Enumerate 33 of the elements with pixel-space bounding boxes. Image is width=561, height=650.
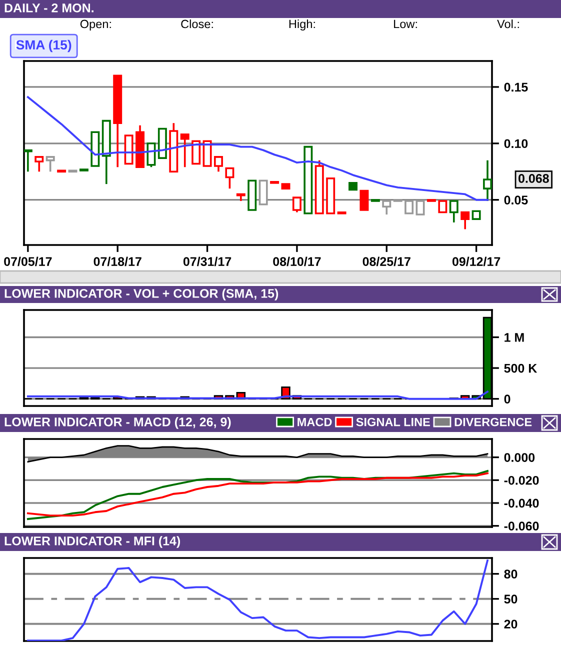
y-tick-label: -0.020 <box>504 476 539 485</box>
text: Close: <box>181 20 213 28</box>
legend-label: MACD <box>298 418 332 426</box>
y-tick-label: 500 K <box>504 364 538 373</box>
chart-title: DAILY - 2 MON. <box>4 4 94 12</box>
text: High: <box>289 20 315 31</box>
y-tick-label: 50 <box>504 594 518 604</box>
y-tick-label: 0.05 <box>504 196 528 204</box>
text: Low: <box>394 20 417 28</box>
text: Vol.: <box>497 20 519 28</box>
text: SMA (15) <box>16 40 72 52</box>
x-tick-label: 07/05/17 <box>4 256 52 266</box>
y-tick-label: -0.040 <box>504 498 539 508</box>
y-tick-label: 0.15 <box>504 82 528 92</box>
y-tick-label: 0.000 <box>504 453 535 462</box>
legend-label: DIVERGENCE <box>454 418 532 426</box>
chart-title: LOWER INDICATOR - MACD (12, 26, 9) <box>4 417 231 429</box>
legend-label: SIGNAL LINE <box>356 418 430 426</box>
y-tick-label: 20 <box>504 620 518 629</box>
y-tick-label: 0.10 <box>504 139 528 148</box>
chart-title: LOWER INDICATOR - VOL + COLOR (SMA, 15) <box>4 288 278 300</box>
y-tick-label: 0 <box>504 394 510 404</box>
y-tick-label: -0.060 <box>504 522 539 531</box>
chart-title: LOWER INDICATOR - MFI (14) <box>4 536 180 548</box>
x-tick-label: 07/18/17 <box>94 256 142 266</box>
x-tick-label: 09/12/17 <box>452 256 500 266</box>
x-tick-label: 08/10/17 <box>273 256 321 266</box>
text: 0.068 <box>518 174 549 183</box>
y-tick-label: 1 M <box>504 333 524 342</box>
x-tick-label: 07/31/17 <box>183 256 232 266</box>
text: Open: <box>80 20 111 31</box>
x-tick-label: 08/25/17 <box>362 256 410 266</box>
y-tick-label: 80 <box>504 570 518 578</box>
